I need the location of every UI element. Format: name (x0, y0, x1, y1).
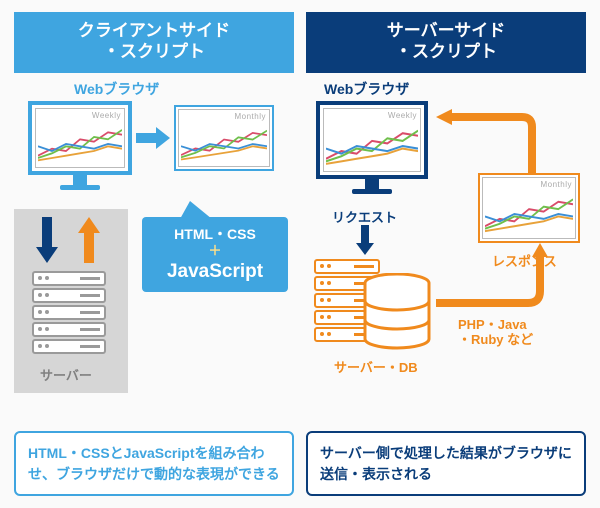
chart-monthly (181, 124, 267, 164)
chart-monthly (485, 192, 573, 236)
caption-server: サーバー側で処理した結果がブラウザに送信・表示される (306, 431, 586, 496)
chart-tag-monthly: Monthly (234, 112, 266, 121)
server-stack (32, 271, 106, 356)
database-icon (362, 273, 432, 356)
callout-l1: HTML・CSS (148, 225, 282, 243)
header-line2: ・スクリプト (395, 42, 497, 61)
browser-label: Webブラウザ (324, 79, 409, 99)
browser-label: Webブラウザ (74, 79, 159, 99)
header-line2: ・スクリプト (103, 42, 205, 61)
browser-monitor: Weekly (316, 101, 428, 194)
chart-weekly (326, 123, 418, 169)
panel-header-client: クライアントサイド ・スクリプト (14, 12, 294, 73)
arrow-down-icon (36, 217, 58, 263)
monthly-chart: Monthly (174, 105, 274, 171)
chart-weekly (38, 123, 122, 165)
tech-line2: ・Ruby など (458, 332, 533, 347)
server-db-label: サーバー・DB (334, 357, 418, 376)
chart-svg (181, 124, 267, 164)
callout-plus: ＋ (148, 243, 282, 260)
server-label: サーバー (40, 365, 92, 384)
monthly-chart: Monthly (478, 173, 580, 243)
header-line1: サーバーサイド (387, 21, 506, 40)
chart-svg (485, 192, 573, 236)
server-stage: Webブラウザ Weekly リクエスト (306, 73, 586, 393)
tech-label: PHP・Java ・Ruby など (458, 317, 533, 348)
arrow-db-to-chart-icon (432, 241, 552, 313)
chart-tag: Weekly (92, 111, 121, 120)
tech-callout: HTML・CSS ＋ JavaScript (142, 217, 288, 293)
browser-monitor: Weekly (28, 101, 132, 190)
caption-client: HTML・CSSとJavaScriptを組み合わせ、ブラウザだけで動的な表現がで… (14, 431, 294, 496)
chart-tag: Weekly (388, 111, 417, 120)
chart-svg (38, 123, 122, 165)
arrow-request-icon (356, 225, 374, 255)
client-side-panel: クライアントサイド ・スクリプト Webブラウザ Weekly (14, 12, 294, 496)
client-stage: Webブラウザ Weekly Monthly (14, 73, 294, 393)
arrow-response-icon (432, 109, 552, 175)
arrow-up-icon (78, 217, 100, 263)
panel-header-server: サーバーサイド ・スクリプト (306, 12, 586, 73)
arrow-to-monthly (136, 127, 170, 149)
chart-tag-monthly: Monthly (540, 180, 572, 189)
request-label: リクエスト (332, 207, 397, 226)
server-side-panel: サーバーサイド ・スクリプト Webブラウザ Weekly リクエスト (306, 12, 586, 496)
chart-svg (326, 123, 418, 169)
tech-line1: PHP・Java (458, 317, 527, 332)
callout-l2: JavaScript (148, 260, 282, 285)
header-line1: クライアントサイド (78, 21, 230, 40)
